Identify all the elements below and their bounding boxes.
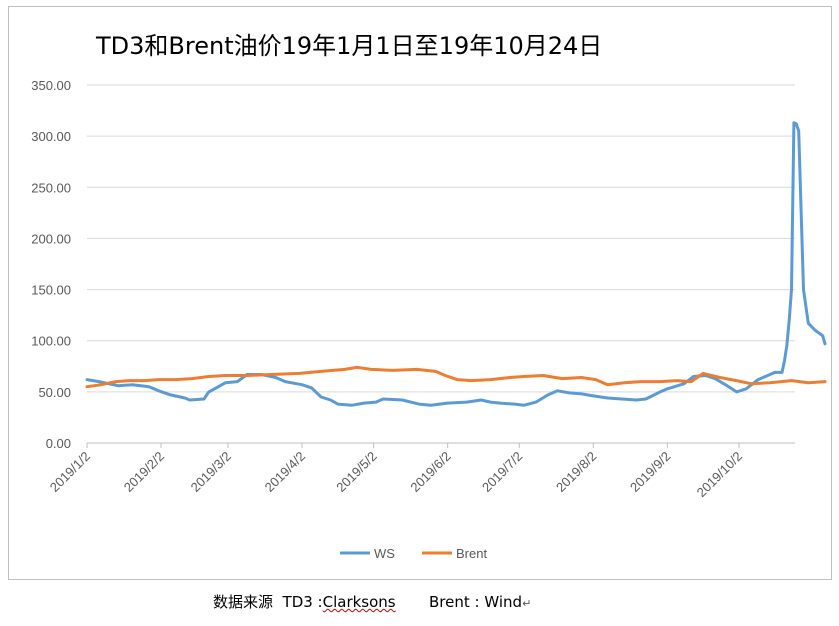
y-tick-label: 50.00 <box>38 385 71 400</box>
axes: 0.00 50.00 100.00 150.00 200.00 250.00 300.00 3… <box>31 78 795 500</box>
legend-label-ws: WS <box>374 546 395 561</box>
y-tick-label: 300.00 <box>31 129 71 144</box>
chart-title: TD3和Brent油价19年1月1日至19年10月24日 <box>96 32 603 60</box>
x-tick-label: 2019/5/2 <box>333 449 379 495</box>
td3-source: Clarksons <box>322 593 396 611</box>
x-tick-label: 2019/1/2 <box>47 449 93 495</box>
y-tick-label: 200.00 <box>31 231 71 246</box>
brent-source: Wind <box>484 593 523 611</box>
x-tick-label: 2019/4/2 <box>262 449 308 495</box>
return-mark: ↵ <box>522 597 532 610</box>
chart-area <box>8 6 832 580</box>
x-tick-label: 2019/8/2 <box>553 449 599 495</box>
y-tick-label: 250.00 <box>31 180 71 195</box>
legend-label-brent: Brent <box>456 546 487 561</box>
x-tick-label: 2019/2/2 <box>121 449 167 495</box>
x-tick-label: 2019/7/2 <box>479 449 525 495</box>
source-prefix: 数据来源 TD3 : <box>213 593 323 611</box>
legend: WS Brent <box>340 546 487 561</box>
y-tick-label: 100.00 <box>31 334 71 349</box>
y-tick-label: 350.00 <box>31 78 71 93</box>
series-line-ws <box>85 121 827 407</box>
x-tick-label: 2019/6/2 <box>407 449 453 495</box>
source-note: 数据来源 TD3 :Clarksons Brent : Wind↵ <box>213 591 531 612</box>
x-tick-label: 2019/10/2 <box>694 449 746 501</box>
series-lines <box>85 121 827 407</box>
y-tick-label: 150.00 <box>31 283 71 298</box>
series-line-brent <box>85 365 827 389</box>
x-tick-label: 2019/9/2 <box>627 449 673 495</box>
source-middle: Brent : <box>395 593 485 611</box>
x-tick-label: 2019/3/2 <box>188 449 234 495</box>
y-tick-label: 0.00 <box>46 436 71 451</box>
gridlines <box>87 84 795 393</box>
